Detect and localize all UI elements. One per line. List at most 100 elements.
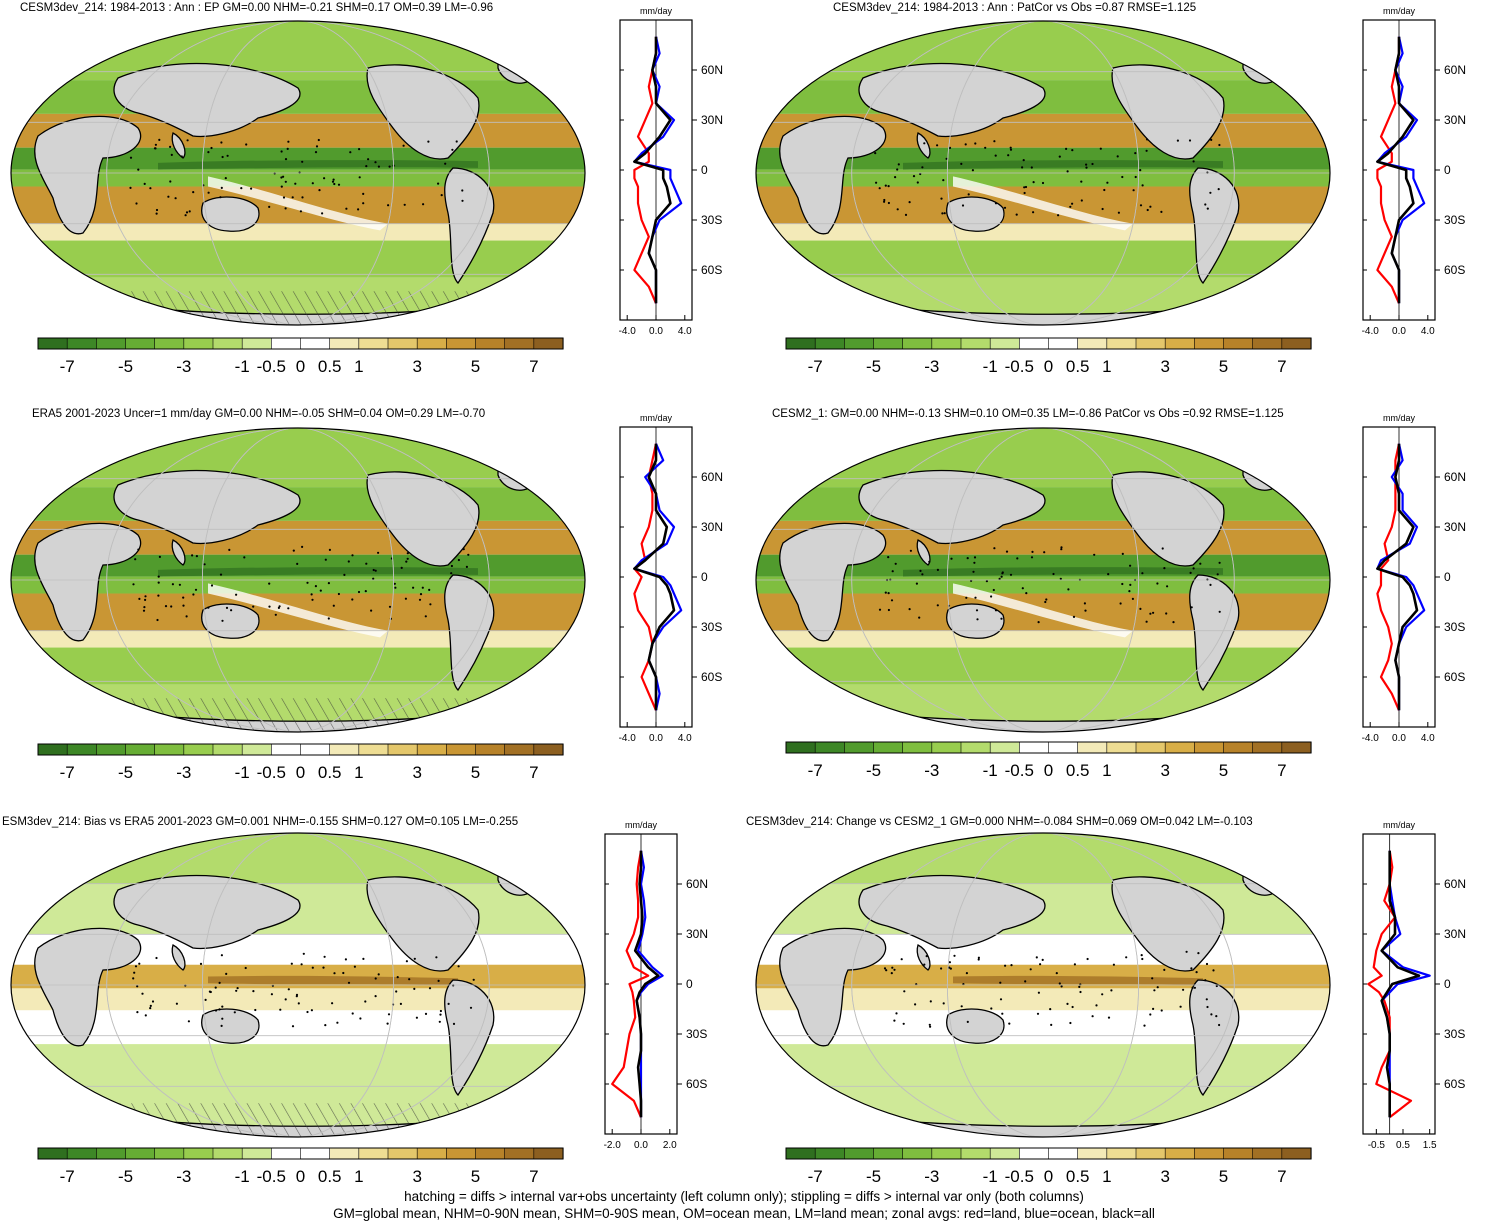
stippling [883, 950, 1221, 1028]
stipple-dot [220, 1024, 223, 1027]
colorbar-label: 0 [296, 763, 305, 782]
colorbar-swatch [66, 1147, 97, 1160]
land-mass [366, 64, 480, 160]
colorbar-label: -3 [924, 761, 939, 780]
stipple-dot [1066, 170, 1069, 173]
stipple-dot [129, 186, 132, 189]
land-mass [366, 876, 480, 972]
stipple-dot [1112, 963, 1115, 966]
colorbar-swatch [1048, 741, 1079, 754]
colorbar-label: -0.5 [1005, 1167, 1034, 1186]
stipple-dot [357, 590, 361, 594]
stipple-dot [1152, 1007, 1155, 1010]
land-mass [444, 979, 495, 1097]
stipple-dot [291, 1025, 295, 1028]
colorbar-swatch [387, 743, 418, 756]
stipple-dot [435, 956, 438, 959]
stipple-dot [428, 588, 431, 591]
stipple-dot [306, 581, 309, 584]
stipple-dot [1004, 964, 1007, 967]
stipple-dot [137, 548, 140, 551]
zonal-unit-label: mm/day [1383, 6, 1416, 16]
stipple-dot [404, 597, 407, 600]
stipple-dot [1107, 1016, 1111, 1019]
map-field [11, 428, 585, 732]
stipple-dot [194, 588, 198, 591]
stipple-dot [287, 988, 290, 991]
x-tick-label: 1.5 [1423, 1140, 1437, 1151]
lat-band [756, 1044, 1330, 1087]
zonal-series-land [611, 850, 650, 1118]
stipple-dot [1015, 213, 1018, 216]
x-tick-label: -4.0 [1362, 733, 1380, 744]
lat-tick-label: 60S [701, 670, 722, 684]
stipple-dot [974, 142, 977, 145]
hatching [108, 291, 488, 325]
colorbar-swatch [358, 1147, 389, 1160]
zonal-unit-label: mm/day [640, 6, 673, 16]
stipple-dot [359, 1017, 362, 1020]
lat-tick-label: 60S [1444, 1077, 1465, 1091]
stipple-dot [1030, 556, 1034, 559]
stipple-dot [184, 214, 187, 217]
stipple-dot [1192, 567, 1195, 570]
stipple-dot [418, 598, 422, 601]
colorbar-swatch [387, 337, 418, 350]
stipple-dot [1131, 597, 1134, 600]
stipple-dot [1132, 189, 1135, 192]
colorbar-swatch [1252, 1147, 1283, 1160]
stipple-dot [1000, 617, 1003, 620]
precip-map [10, 20, 586, 326]
stipple-dot [413, 957, 416, 960]
stipple-dot [207, 191, 210, 194]
stipple-dot [336, 1021, 339, 1024]
stipple-dot [387, 204, 390, 207]
lat-band [756, 833, 1330, 884]
colorbar-swatch [785, 337, 816, 350]
stipple-dot [323, 955, 326, 958]
stipple-dot [891, 966, 894, 969]
stipple-dot [250, 187, 253, 190]
stippling [878, 546, 1221, 624]
colorbar-swatch [1019, 337, 1050, 350]
map-field [11, 21, 585, 325]
stipple-dot [1146, 138, 1149, 141]
land-mass [779, 115, 887, 235]
stipple-dot [1071, 202, 1074, 205]
colorbar-swatch [814, 1147, 845, 1160]
stipple-dot [1065, 147, 1068, 150]
stipple-dot [1128, 590, 1131, 593]
stipple-dot [311, 966, 314, 969]
stipple-dot [902, 1022, 905, 1025]
stipple-dot [1007, 154, 1010, 157]
stipple-dot [895, 1012, 898, 1015]
stipple-dot [1209, 583, 1212, 586]
stipple-dot [315, 145, 319, 148]
stipple-dot [1008, 1022, 1011, 1025]
stipple-dot [244, 966, 247, 970]
stipple-dot [967, 193, 970, 196]
stipple-dot [890, 972, 893, 975]
stipple-dot [1043, 551, 1046, 554]
colorbar-swatch [125, 743, 156, 756]
stipple-dot [1106, 181, 1109, 184]
map-field [756, 833, 1330, 1137]
colorbar-swatch [1106, 337, 1137, 350]
stipple-dot [362, 192, 365, 195]
stipple-dot [1023, 191, 1026, 195]
stipple-dot [1101, 993, 1104, 996]
colorbar-label: 0.5 [318, 1167, 342, 1186]
colorbar-label: 3 [412, 1167, 421, 1186]
colorbar-label: 7 [529, 357, 538, 376]
hatching [108, 1103, 488, 1137]
colorbar-swatch [785, 741, 816, 754]
land-mass [1189, 167, 1240, 285]
colorbar-label: 0 [296, 1167, 305, 1186]
lat-tick-label: 0 [1444, 570, 1451, 584]
stipple-dot [1125, 956, 1128, 959]
stipple-dot [874, 152, 877, 155]
stipple-dot [226, 154, 229, 157]
stipple-dot [328, 548, 331, 551]
stipple-dot [977, 958, 980, 961]
stipple-dot [1036, 1012, 1040, 1015]
